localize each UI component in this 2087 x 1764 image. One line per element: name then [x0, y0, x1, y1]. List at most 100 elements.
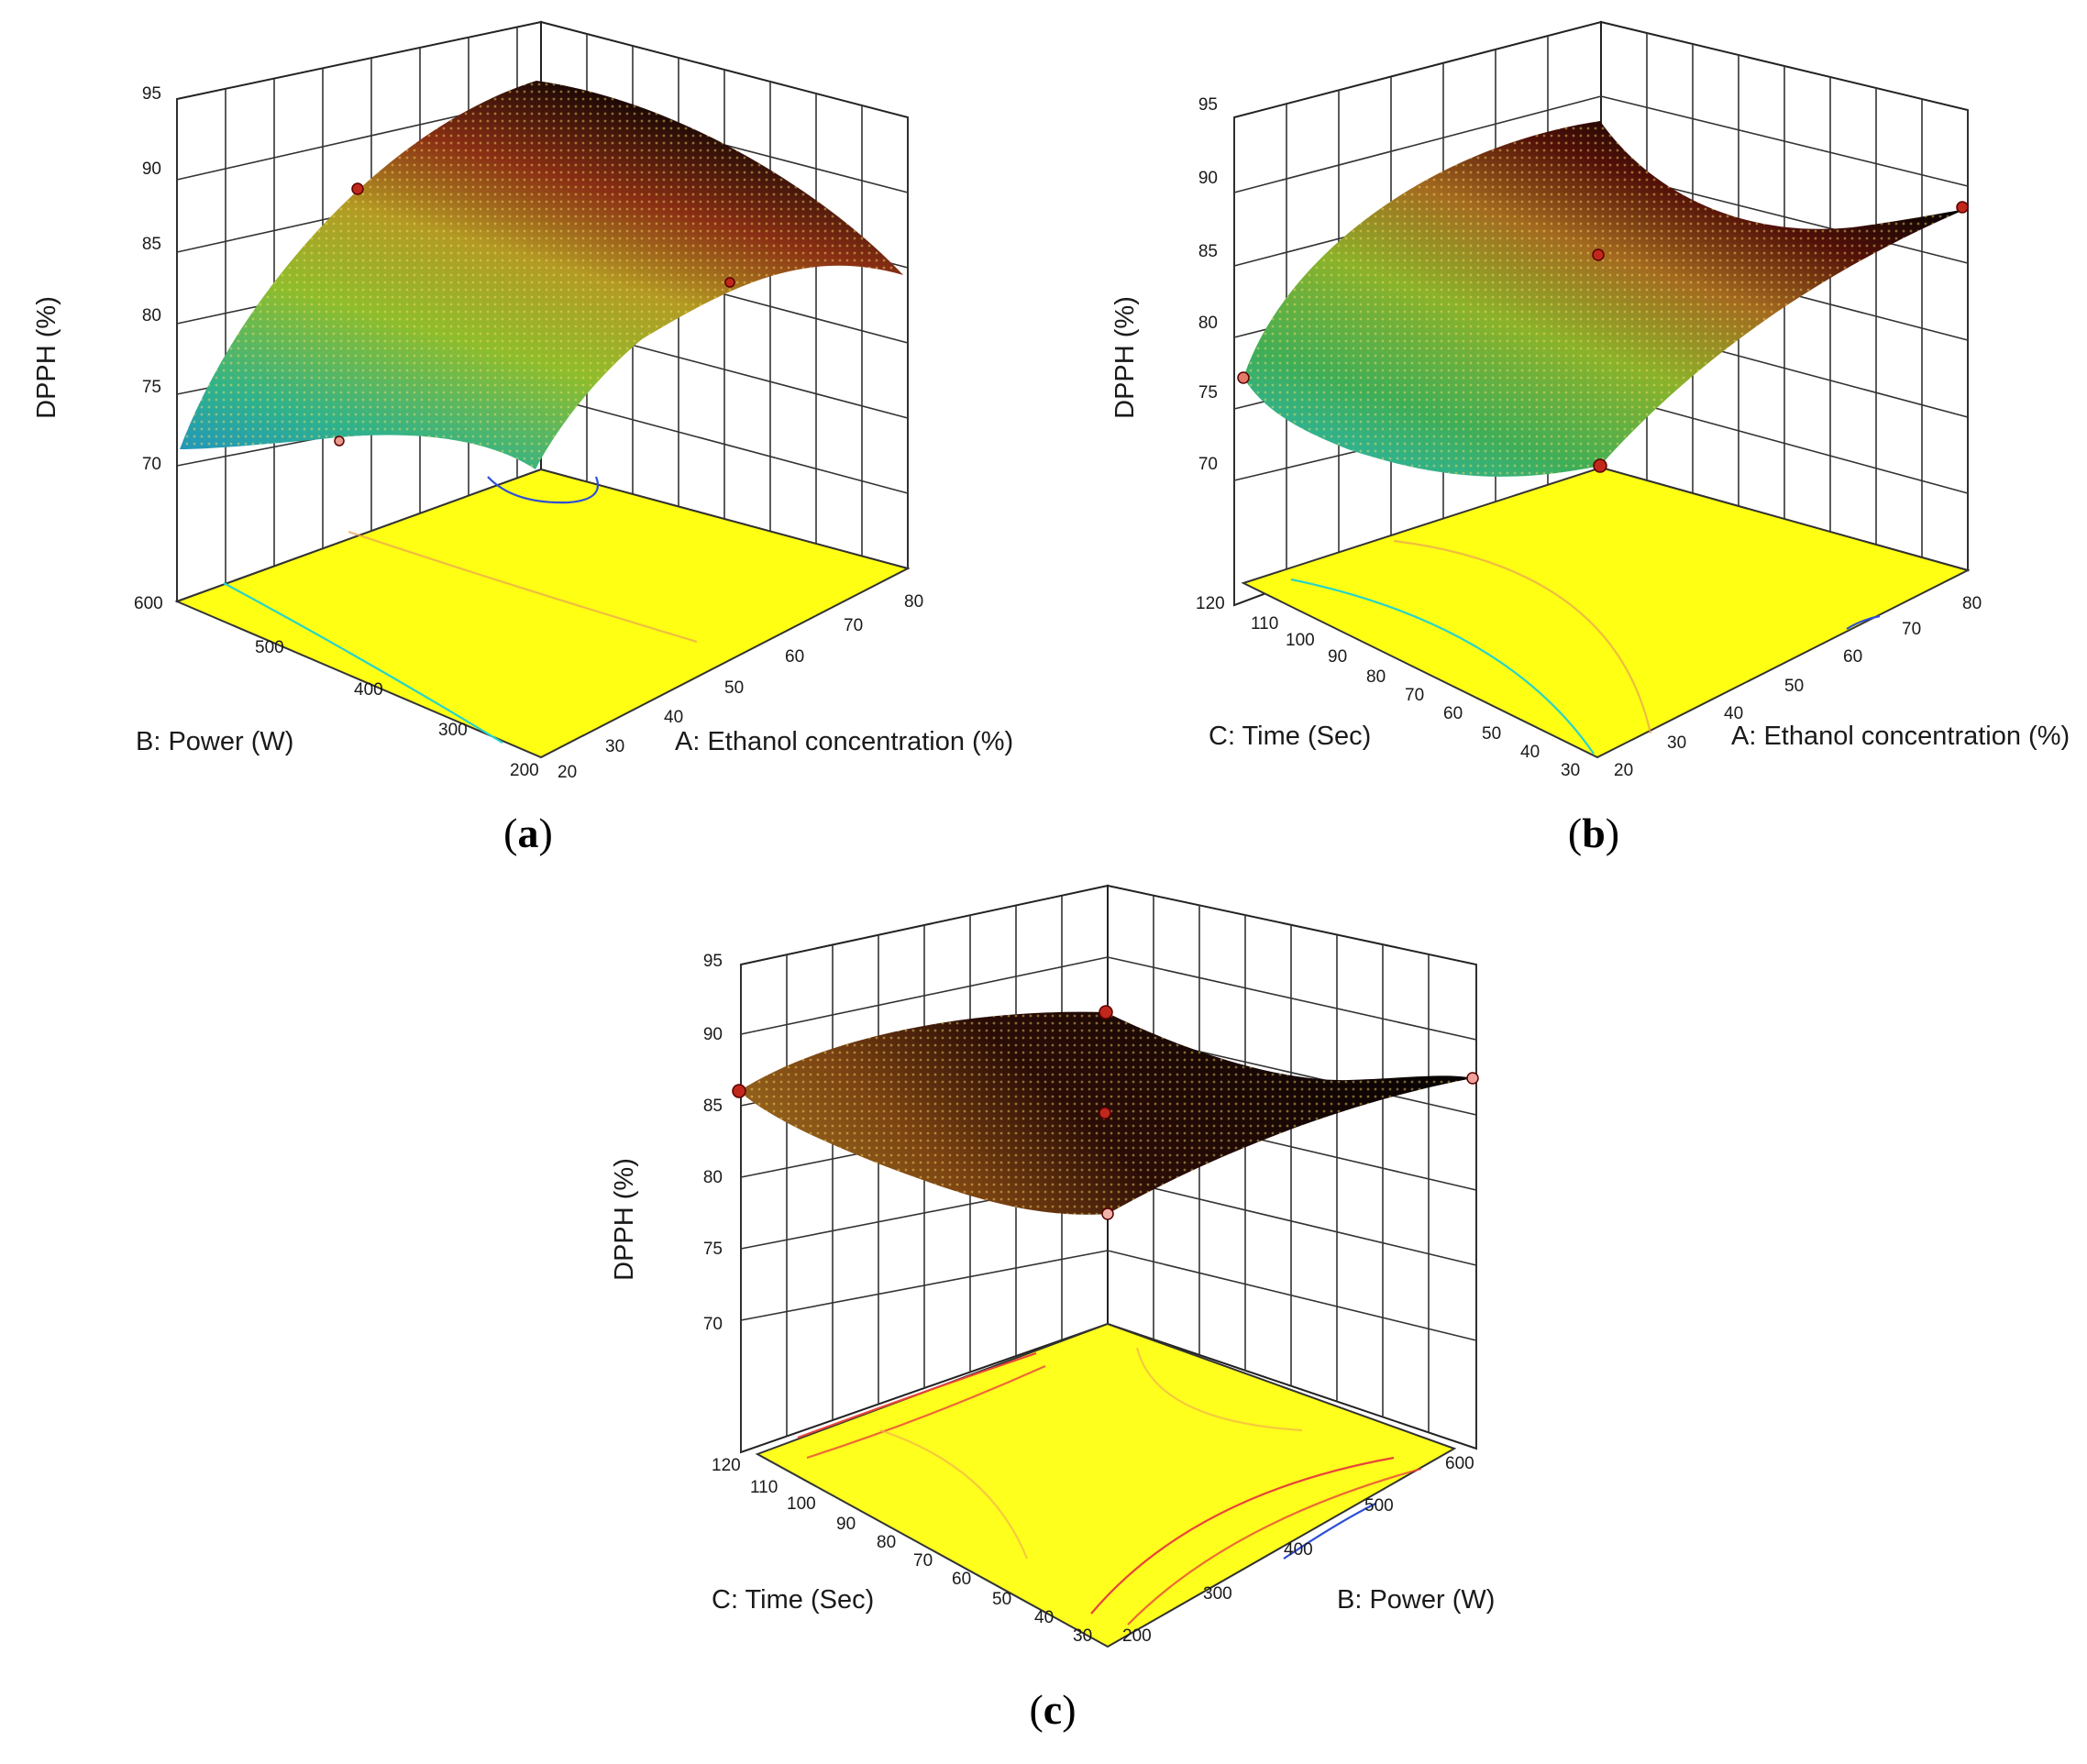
panel-b-design-point [1592, 248, 1605, 261]
panel-c-x-ticks: 200 300 400 500 600 [1122, 1454, 1474, 1646]
panel-b-y-ticks: 120 110 100 90 80 70 60 50 40 30 [1196, 594, 1580, 780]
panel-c-x-tick: 500 [1364, 1496, 1394, 1516]
panel-a-contour-orange [348, 530, 698, 644]
panel-b-z-tick: 80 [1198, 314, 1218, 333]
panel-c-y-tick: 70 [913, 1551, 933, 1571]
panel-a-z-tick: 85 [142, 235, 161, 254]
panel-c-contour-orange [1135, 1347, 1303, 1432]
panel-c-floor-contours [797, 1347, 1422, 1626]
panel-a-design-point [724, 277, 735, 288]
panel-b-y-axis-title: C: Time (Sec) [1209, 722, 1371, 751]
panel-b-contour-cyan [1290, 578, 1595, 755]
panel-c-z-axis-title: DPPH (%) [610, 1158, 639, 1281]
panel-b-y-tick: 50 [1482, 724, 1501, 744]
panel-c-z-tick: 80 [703, 1168, 723, 1187]
panel-a-y-tick: 400 [354, 680, 383, 700]
panel-c-x-axis-title: B: Power (W) [1337, 1585, 1495, 1615]
panel-c-y-axis-title: C: Time (Sec) [712, 1585, 874, 1615]
panel-a-z-ticks: 95 90 85 80 75 70 [142, 84, 161, 474]
panel-c-y-tick: 90 [836, 1515, 856, 1534]
panel-c-y-tick: 60 [952, 1570, 971, 1589]
panel-c-design-point [1099, 1005, 1113, 1020]
panel-c-contour-red [1127, 1467, 1422, 1626]
panel-b-y-tick: 30 [1561, 761, 1580, 780]
panel-a-x-tick: 20 [558, 763, 577, 782]
panel-c-design-point [1466, 1072, 1479, 1085]
panel-a-y-tick: 600 [134, 594, 163, 613]
panel-c-contour-red [1090, 1456, 1395, 1615]
panel-b-z-axis-title: DPPH (%) [1110, 296, 1140, 419]
panel-c-x-tick: 600 [1445, 1454, 1474, 1473]
panel-c-x-tick: 400 [1284, 1540, 1313, 1560]
panel-b-y-tick: 100 [1286, 631, 1315, 650]
panel-b-z-tick: 70 [1198, 455, 1218, 474]
panel-b-y-tick: 120 [1196, 594, 1225, 613]
panel-c-design-point [1101, 1207, 1114, 1220]
panel-c-floor [755, 1322, 1457, 1648]
panel-b-x-tick: 60 [1843, 647, 1862, 667]
panel-b-x-tick: 80 [1962, 594, 1982, 613]
panel-c-design-points [732, 1005, 1479, 1220]
panel-b: 95 90 85 80 75 70 DPPH (%) 20 30 40 50 6… [1110, 20, 2070, 856]
panel-a-design-point [334, 435, 345, 447]
panel-c-contour-red [797, 1351, 1037, 1439]
panel-c-z-tick: 95 [703, 952, 723, 971]
panel-a-x-tick: 50 [724, 678, 744, 698]
panel-b-x-tick: 50 [1784, 677, 1804, 696]
panel-b-x-ticks: 20 30 40 50 60 70 80 [1614, 594, 1982, 780]
panel-a-contour-cyan [223, 582, 503, 744]
panel-c: 95 90 85 80 75 70 DPPH (%) 200 300 400 5… [610, 884, 1495, 1733]
panel-b-z-tick: 95 [1198, 95, 1218, 115]
panel-a-contour-blue [487, 476, 599, 504]
panel-a-z-tick: 80 [142, 306, 161, 325]
panel-b-x-tick: 70 [1902, 620, 1921, 639]
panel-c-y-tick: 120 [712, 1456, 741, 1475]
panel-a-x-tick: 60 [785, 647, 804, 667]
panel-c-design-point [732, 1084, 746, 1098]
panel-b-contour-orange [1393, 539, 1652, 734]
panel-b-x-tick: 20 [1614, 761, 1633, 780]
panel-c-contour-orange [879, 1428, 1029, 1560]
panel-b-floor [1241, 466, 1971, 759]
panel-c-z-tick: 75 [703, 1240, 723, 1259]
panel-c-y-tick: 100 [787, 1494, 816, 1514]
panel-a-x-tick: 40 [664, 708, 683, 727]
panel-b-contour-blue [1846, 614, 1881, 630]
panel-b-surface-mesh [1243, 121, 1966, 477]
panel-a-design-points [334, 182, 735, 447]
panel-b-design-points [1237, 201, 1969, 473]
panel-c-design-point [1099, 1107, 1111, 1119]
panel-b-y-tick: 60 [1443, 704, 1463, 723]
panel-b-z-tick: 90 [1198, 169, 1218, 188]
panel-c-contour-red [806, 1364, 1046, 1460]
panel-c-x-tick: 300 [1203, 1584, 1232, 1604]
panel-c-y-tick: 30 [1073, 1626, 1092, 1646]
panel-a-z-axis-title: DPPH (%) [32, 296, 61, 419]
panel-a-x-tick: 30 [605, 737, 624, 756]
panel-a-z-tick: 75 [142, 378, 161, 397]
panel-b-y-tick: 90 [1328, 647, 1347, 667]
panel-b-y-tick: 40 [1520, 743, 1540, 762]
panel-c-contour-blue [1283, 1503, 1376, 1560]
panel-b-z-ticks: 95 90 85 80 75 70 [1198, 95, 1218, 474]
panel-c-label: (c) [1029, 1686, 1076, 1733]
panel-a-x-axis-title: A: Ethanol concentration (%) [675, 727, 1013, 756]
panel-b-x-tick: 40 [1724, 704, 1743, 723]
panel-c-y-ticks: 120 110 100 90 80 70 60 50 40 30 [712, 1456, 1092, 1646]
panel-a-label: (a) [503, 810, 553, 856]
panel-b-x-axis-title: A: Ethanol concentration (%) [1731, 722, 2070, 751]
panel-c-z-ticks: 95 90 85 80 75 70 [703, 952, 723, 1334]
panel-b-design-point [1237, 371, 1250, 384]
panel-b-z-tick: 75 [1198, 383, 1218, 402]
panel-a-x-tick: 70 [844, 616, 863, 635]
panel-a-floor-contours [223, 476, 698, 744]
panel-c-z-tick: 90 [703, 1025, 723, 1044]
panel-a-y-tick: 500 [255, 638, 284, 657]
panel-a-y-ticks: 600 500 400 300 200 [134, 594, 539, 780]
panel-c-z-tick: 70 [703, 1315, 723, 1334]
panel-b-label: (b) [1568, 810, 1619, 856]
panel-c-x-tick: 200 [1122, 1626, 1152, 1646]
panel-b-y-tick: 110 [1251, 614, 1278, 634]
panel-b-y-tick: 80 [1366, 667, 1386, 687]
panel-a-surface-mesh [180, 81, 903, 469]
